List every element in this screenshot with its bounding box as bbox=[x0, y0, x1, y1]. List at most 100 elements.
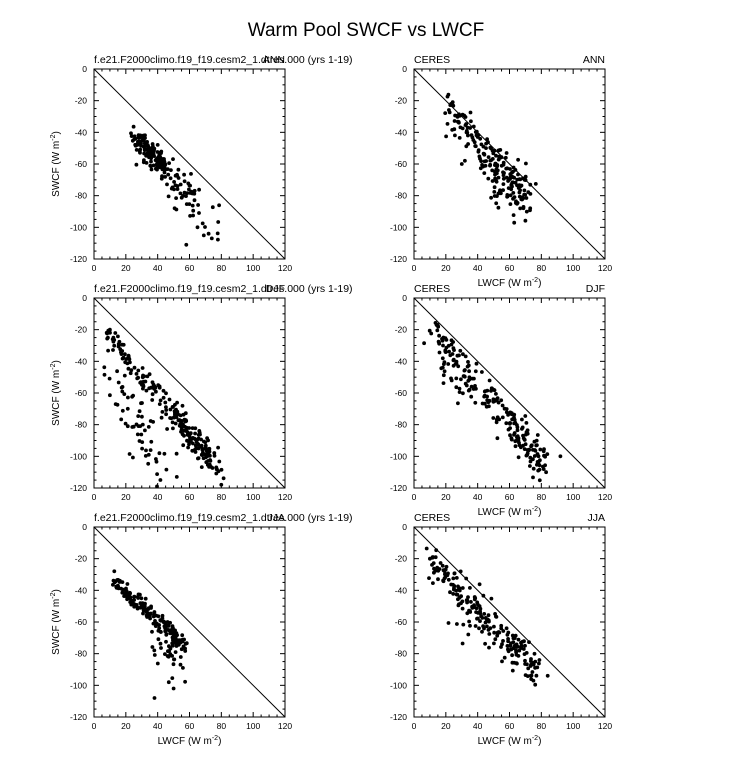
scatter-point bbox=[468, 110, 473, 115]
scatter-point bbox=[197, 211, 201, 215]
scatter-point bbox=[513, 444, 518, 449]
scatter-point bbox=[152, 653, 157, 657]
scatter-point bbox=[501, 639, 505, 643]
scatter-point bbox=[431, 561, 436, 565]
scatter-point bbox=[196, 456, 201, 460]
scatter-point bbox=[466, 363, 471, 368]
scatter-point bbox=[144, 161, 149, 165]
scatter-point bbox=[184, 242, 189, 247]
scatter-point bbox=[535, 443, 539, 447]
scatter-point bbox=[469, 394, 474, 399]
scatter-point bbox=[511, 169, 515, 174]
scatter-point bbox=[115, 369, 119, 374]
scatter-point bbox=[141, 384, 146, 389]
scatter-point bbox=[454, 385, 459, 390]
scatter-point bbox=[543, 463, 547, 468]
scatter-point bbox=[152, 648, 157, 653]
scatter-point bbox=[180, 633, 185, 638]
panel-model-JJA: f.e21.F2000climo.f19_f19.cesm2_1.dtres.0… bbox=[50, 512, 353, 747]
scatter-point bbox=[480, 629, 484, 634]
scatter-point bbox=[501, 176, 506, 181]
scatter-point bbox=[441, 373, 446, 378]
scatter-point bbox=[486, 155, 491, 160]
panel-obs-ANN: CERES ANN 0 20 40 60 80 100 120 0 -20 -40 -60 -80 -100… bbox=[390, 54, 612, 289]
scatter-point bbox=[464, 576, 469, 581]
scatter-point bbox=[154, 389, 158, 394]
y-tick-label: -60 bbox=[395, 617, 408, 627]
scatter-point bbox=[492, 624, 496, 629]
scatter-point bbox=[181, 412, 186, 417]
scatter-point bbox=[175, 400, 180, 405]
y-tick-label: -80 bbox=[395, 649, 408, 659]
scatter-point bbox=[206, 453, 210, 458]
scatter-point bbox=[216, 445, 221, 450]
x-axis-title: LWCF (W m-2) bbox=[478, 506, 542, 518]
scatter-point bbox=[445, 94, 450, 99]
figure-title: Warm Pool SWCF vs LWCF bbox=[248, 20, 484, 41]
scatter-point bbox=[138, 150, 142, 155]
scatter-point bbox=[510, 184, 514, 189]
scatter-point bbox=[185, 426, 190, 430]
scatter-point bbox=[173, 183, 178, 188]
scatter-point bbox=[135, 376, 140, 381]
scatter-point bbox=[102, 365, 107, 370]
scatter-point bbox=[438, 561, 443, 565]
scatter-point bbox=[485, 388, 490, 393]
scatter-point bbox=[111, 348, 115, 352]
scatter-point bbox=[201, 233, 206, 238]
scatter-point bbox=[142, 138, 146, 143]
scatter-point bbox=[158, 618, 163, 623]
scatter-point bbox=[443, 350, 448, 354]
scatter-point bbox=[146, 425, 151, 429]
y-tick-label: 0 bbox=[82, 293, 87, 303]
scatter-point bbox=[545, 673, 550, 678]
scatter-point bbox=[524, 432, 528, 437]
scatter-point bbox=[210, 205, 215, 210]
scatter-point bbox=[164, 405, 168, 409]
scatter-point bbox=[514, 438, 519, 443]
scatter-point bbox=[459, 377, 463, 382]
scatter-point bbox=[457, 136, 462, 140]
scatter-point bbox=[532, 651, 537, 656]
scatter-point bbox=[212, 451, 217, 455]
scatter-point bbox=[528, 206, 533, 211]
scatter-point bbox=[443, 336, 448, 340]
scatter-point bbox=[483, 641, 487, 646]
scatter-point bbox=[138, 601, 143, 605]
scatter-point bbox=[120, 408, 125, 413]
scatter-point bbox=[468, 126, 472, 130]
y-tick-label: -80 bbox=[75, 191, 88, 201]
scatter-point bbox=[531, 466, 536, 471]
scatter-point bbox=[480, 370, 484, 374]
scatter-point bbox=[460, 641, 465, 646]
scatter-point bbox=[459, 594, 463, 599]
scatter-point bbox=[120, 389, 125, 394]
scatter-point bbox=[477, 626, 481, 631]
scatter-point bbox=[483, 163, 488, 168]
scatter-point bbox=[163, 175, 168, 179]
x-tick-label: 100 bbox=[566, 263, 580, 273]
scatter-point bbox=[116, 578, 120, 582]
scatter-point bbox=[441, 568, 446, 573]
scatter-point bbox=[543, 454, 547, 459]
scatter-point bbox=[533, 682, 538, 687]
scatter-point bbox=[527, 640, 531, 644]
scatter-point bbox=[180, 637, 185, 642]
scatter-point bbox=[522, 178, 527, 182]
scatter-point bbox=[515, 423, 519, 427]
scatter-point bbox=[456, 597, 460, 602]
y-tick-label: -60 bbox=[395, 388, 408, 398]
scatter-point bbox=[164, 412, 169, 417]
scatter-point bbox=[437, 567, 442, 571]
scatter-point bbox=[151, 621, 156, 626]
scatter-point bbox=[536, 460, 541, 464]
panel-left-label: f.e21.F2000climo.f19_f19.cesm2_1.dtres.0… bbox=[94, 512, 353, 524]
scatter-point bbox=[143, 428, 147, 433]
scatter-point bbox=[495, 630, 500, 635]
scatter-point bbox=[514, 652, 519, 657]
scatter-point bbox=[497, 154, 501, 159]
scatter-point bbox=[456, 603, 461, 608]
scatter-point bbox=[478, 606, 483, 611]
scatter-point bbox=[147, 154, 152, 159]
scatter-point bbox=[492, 148, 497, 153]
